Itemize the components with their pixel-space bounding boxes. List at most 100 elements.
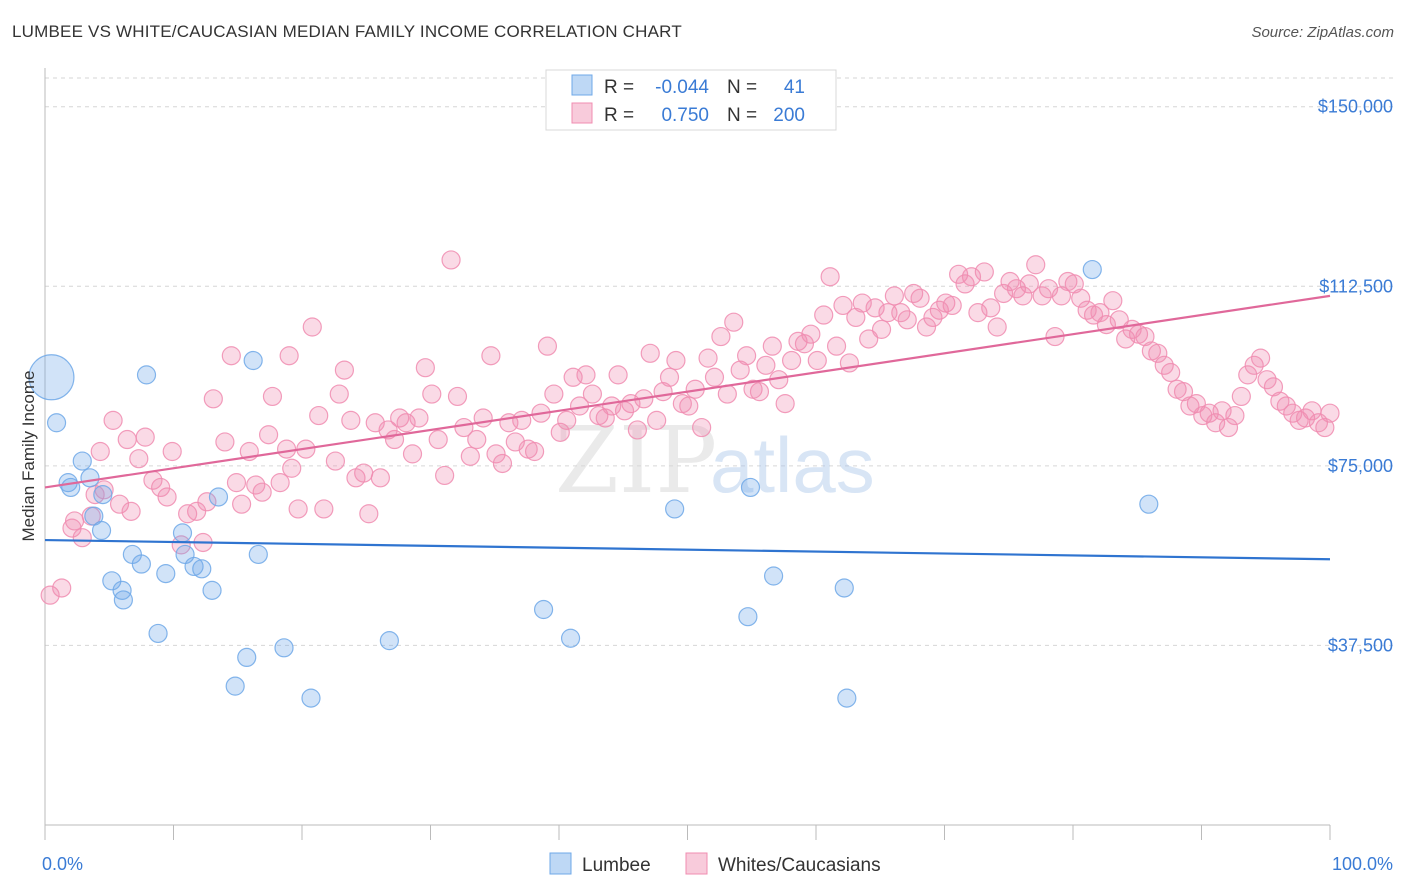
data-point bbox=[1032, 286, 1052, 306]
data-point bbox=[203, 389, 223, 409]
data-point bbox=[762, 336, 782, 356]
data-point bbox=[378, 420, 398, 440]
data-point bbox=[1103, 291, 1123, 311]
data-point bbox=[763, 566, 784, 586]
data-point bbox=[135, 427, 155, 447]
data-point bbox=[794, 334, 815, 354]
data-point bbox=[262, 386, 283, 407]
legend-r-label: R = bbox=[604, 105, 634, 126]
data-point bbox=[837, 688, 857, 708]
data-point bbox=[162, 441, 182, 462]
data-point bbox=[859, 329, 879, 349]
data-point bbox=[103, 410, 123, 430]
data-point bbox=[1218, 417, 1239, 438]
data-point bbox=[301, 688, 321, 708]
data-point bbox=[72, 451, 92, 471]
data-point bbox=[852, 293, 872, 313]
legend-bottom-label-1: Whites/Caucasians bbox=[718, 855, 881, 876]
data-point bbox=[52, 578, 72, 598]
data-point bbox=[354, 463, 374, 483]
data-point bbox=[1135, 326, 1155, 347]
data-point bbox=[820, 267, 840, 287]
data-point bbox=[156, 564, 176, 584]
data-point bbox=[756, 355, 776, 375]
data-point bbox=[647, 410, 667, 430]
legend-bottom: Lumbee Whites/Caucasians bbox=[549, 852, 881, 876]
legend-bottom-swatch-1 bbox=[685, 852, 708, 875]
data-point bbox=[1315, 417, 1335, 438]
data-point bbox=[1212, 401, 1232, 421]
data-point bbox=[454, 417, 474, 438]
trend-line-0 bbox=[44, 538, 1331, 561]
axes bbox=[44, 68, 1331, 840]
data-point bbox=[1244, 355, 1264, 375]
y-tick-label: $37,500 bbox=[1328, 635, 1393, 655]
data-point bbox=[396, 413, 416, 433]
legend-bottom-label-0: Lumbee bbox=[582, 855, 651, 876]
data-point bbox=[208, 487, 229, 507]
y-tick-label: $150,000 bbox=[1318, 97, 1393, 117]
data-point bbox=[955, 274, 975, 294]
legend-r-value: -0.044 bbox=[655, 77, 709, 98]
data-point bbox=[1148, 343, 1168, 363]
data-point bbox=[533, 599, 554, 620]
data-point bbox=[1251, 348, 1271, 368]
data-point bbox=[826, 336, 847, 356]
data-point bbox=[481, 346, 501, 366]
data-point bbox=[28, 354, 75, 401]
data-point bbox=[679, 396, 699, 416]
y-tick-label: $112,500 bbox=[1319, 276, 1393, 296]
data-point bbox=[334, 360, 355, 380]
data-point bbox=[40, 585, 60, 605]
data-point bbox=[1276, 396, 1296, 416]
data-point bbox=[1064, 274, 1084, 294]
data-point bbox=[314, 499, 334, 519]
data-point bbox=[1109, 310, 1129, 330]
series-0 bbox=[28, 259, 1159, 708]
data-points bbox=[28, 250, 1340, 708]
data-point bbox=[640, 343, 660, 363]
data-point bbox=[1082, 259, 1102, 280]
data-point bbox=[865, 298, 885, 318]
data-point bbox=[987, 317, 1007, 337]
data-point bbox=[341, 410, 361, 430]
data-point bbox=[131, 554, 151, 574]
data-point bbox=[113, 590, 133, 610]
data-point bbox=[544, 384, 564, 404]
legend-r-value: 0.750 bbox=[661, 105, 709, 126]
data-point bbox=[666, 350, 686, 371]
data-point bbox=[243, 350, 263, 371]
data-point bbox=[1013, 286, 1033, 306]
data-point bbox=[129, 449, 149, 469]
data-point bbox=[288, 499, 308, 519]
data-point bbox=[460, 446, 480, 466]
data-point bbox=[512, 410, 532, 430]
data-point bbox=[781, 350, 802, 371]
data-point bbox=[91, 520, 112, 541]
data-point bbox=[232, 494, 252, 514]
data-point bbox=[46, 413, 67, 433]
data-point bbox=[93, 484, 113, 505]
trend-line-1 bbox=[44, 294, 1331, 489]
data-point bbox=[473, 408, 493, 428]
data-point bbox=[871, 319, 892, 339]
data-point bbox=[1263, 377, 1284, 397]
data-point bbox=[1186, 394, 1206, 414]
data-point bbox=[157, 487, 177, 507]
data-point bbox=[402, 444, 423, 464]
data-point bbox=[807, 350, 827, 371]
data-point bbox=[1283, 403, 1303, 423]
data-point bbox=[974, 262, 994, 282]
data-point bbox=[737, 346, 757, 366]
data-point bbox=[151, 477, 171, 498]
x-tick-label-max: 100.0% bbox=[1332, 854, 1393, 874]
data-point bbox=[121, 501, 141, 521]
data-point bbox=[814, 305, 834, 325]
data-point bbox=[329, 384, 349, 404]
data-point bbox=[428, 429, 448, 450]
data-point bbox=[274, 638, 294, 658]
data-point bbox=[942, 295, 962, 316]
data-point bbox=[492, 453, 513, 474]
data-point bbox=[724, 312, 744, 332]
